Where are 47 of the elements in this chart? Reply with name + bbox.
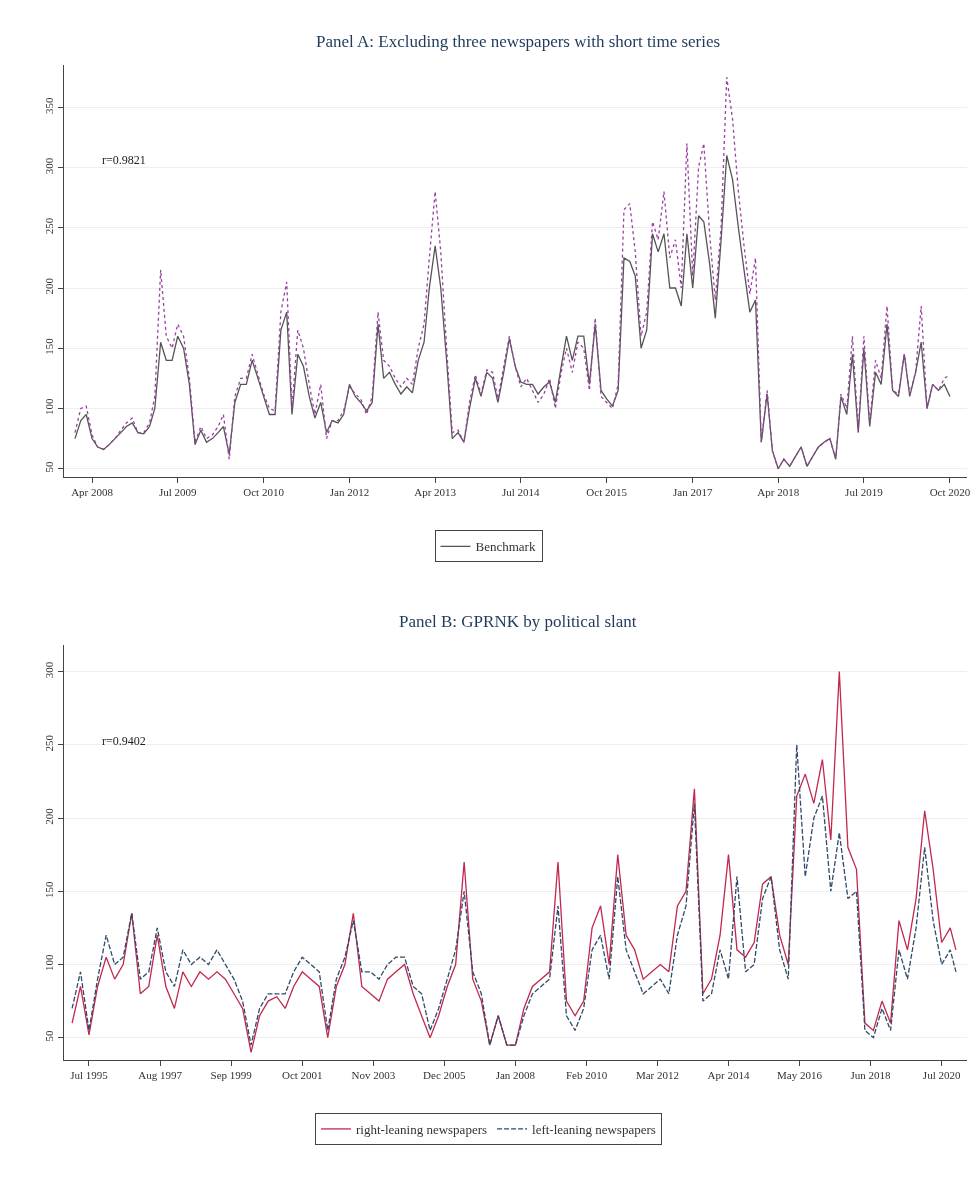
y-tick-label: 50 [43,1030,56,1042]
y-tick-label: 100 [43,398,56,416]
line-series [74,154,951,470]
y-tick-label: 200 [43,277,56,295]
y-tick-label: 200 [43,807,56,825]
chart-title: Panel A: Excluding three newspapers with short time series [316,32,721,51]
chart-title: Panel B: GPRNK by political slant [399,612,637,631]
y-tick-label: 150 [43,337,56,355]
x-tick-label: Jun 2018 [850,1068,892,1081]
x-tick-label: Nov 2003 [351,1068,396,1081]
x-tick-label: Oct 2015 [586,486,628,499]
x-tick-label: Jul 2014 [502,486,541,499]
x-tick-label: Jan 2008 [495,1068,536,1081]
legend-label: right-leaning newspapers [356,1121,488,1137]
x-tick-label: Jul 2019 [845,486,884,499]
legend-label: left-leaning newspapers [532,1121,656,1137]
legend-label: Benchmark [475,539,536,555]
annotation: r=0.9402 [102,734,146,748]
x-tick-label: Jan 2017 [673,486,713,499]
x-tick-label: Dec 2005 [423,1068,467,1081]
y-tick-label: 50 [43,461,56,473]
x-tick-label: Jul 2009 [158,486,198,499]
y-tick-label: 350 [43,96,56,114]
y-tick-label: 300 [43,157,56,175]
x-tick-label: Mar 2012 [635,1068,679,1081]
x-tick-label: Oct 2020 [929,486,971,499]
y-tick-label: 250 [43,217,56,235]
x-tick-label: Apr 2013 [414,486,457,499]
x-tick-label: Aug 1997 [138,1068,183,1081]
x-tick-label: Jan 2012 [329,486,370,499]
y-tick-label: 300 [43,661,56,679]
x-tick-label: May 2016 [777,1068,823,1081]
annotation: r=0.9821 [102,153,146,167]
x-tick-label: Jul 1995 [70,1068,109,1081]
x-tick-label: Oct 2010 [243,486,285,499]
y-tick-label: 250 [43,734,56,752]
x-tick-label: Apr 2014 [707,1068,750,1081]
x-tick-label: Sep 1999 [210,1068,253,1081]
y-tick-label: 150 [43,880,56,898]
y-tick-label: 100 [43,954,56,972]
line-series [71,744,957,1046]
x-tick-label: Apr 2018 [757,486,800,499]
line-series [71,670,957,1054]
x-tick-label: Oct 2001 [281,1068,323,1081]
x-tick-label: Jul 2020 [922,1068,961,1081]
x-tick-label: Feb 2010 [565,1068,608,1081]
x-tick-label: Apr 2008 [71,486,114,499]
